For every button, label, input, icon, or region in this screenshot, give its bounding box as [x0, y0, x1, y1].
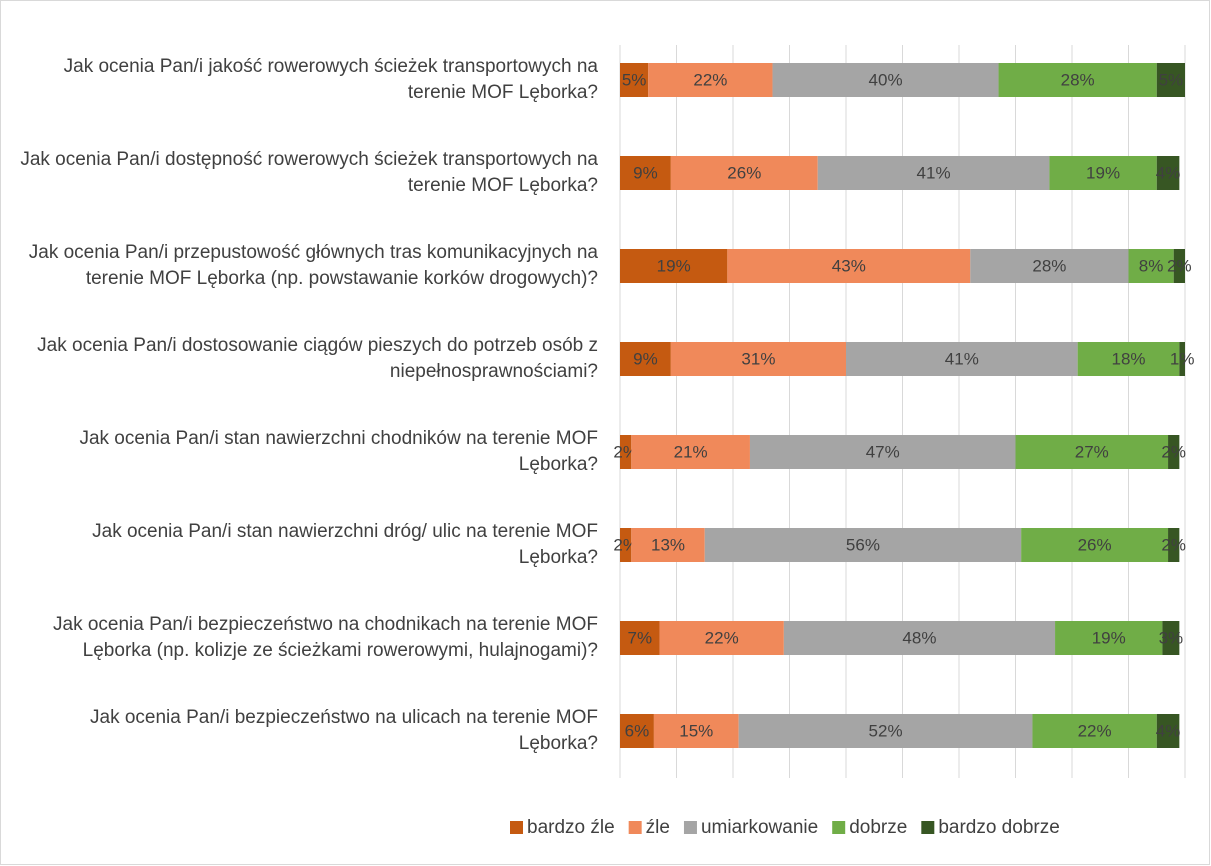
bar-segment: [1168, 528, 1180, 562]
bar-segment: [1015, 435, 1169, 469]
data-label: 15%: [679, 721, 713, 740]
data-label: 5%: [622, 70, 647, 89]
bar-segment: [620, 528, 632, 562]
bar-segment: [659, 621, 784, 655]
data-label: 6%: [625, 721, 650, 740]
bar-segment: [1173, 249, 1185, 283]
data-label: 7%: [627, 628, 652, 647]
bar-segment: [1055, 621, 1163, 655]
bar-segment: [817, 156, 1050, 190]
bar-segment: [670, 342, 846, 376]
bar-segment: [1179, 342, 1185, 376]
data-label: 31%: [741, 349, 775, 368]
data-label: 19%: [1092, 628, 1126, 647]
data-label: 40%: [869, 70, 903, 89]
data-label: 9%: [633, 163, 658, 182]
data-label: 21%: [674, 442, 708, 461]
bar-segment: [1077, 342, 1180, 376]
bar-segment: [620, 63, 649, 97]
bar-segment: [1021, 528, 1169, 562]
legend-swatch: [510, 821, 523, 834]
bar-segment: [620, 156, 671, 190]
bar-segment: [620, 621, 660, 655]
data-label: 28%: [1032, 256, 1066, 275]
category-label: Jak ocenia Pan/i stan nawierzchni chodni…: [79, 428, 598, 475]
legend-label: umiarkowanie: [701, 817, 818, 838]
bar-segment: [1168, 435, 1180, 469]
data-label: 4%: [1156, 163, 1181, 182]
legend-label: dobrze: [849, 817, 907, 838]
bar-segment: [704, 528, 1022, 562]
legend-label: bardzo źle: [527, 817, 615, 838]
data-label: 22%: [693, 70, 727, 89]
bar-segment: [727, 249, 971, 283]
data-label: 19%: [657, 256, 691, 275]
legend-swatch: [628, 821, 642, 834]
category-label: Jak ocenia Pan/i bezpieczeństwo na chodn…: [53, 614, 598, 661]
data-label: 3%: [1159, 628, 1184, 647]
bar-segment: [1032, 714, 1157, 748]
data-label: 47%: [866, 442, 900, 461]
legend-swatch: [683, 821, 697, 834]
bar-segment: [738, 714, 1033, 748]
bar-segment: [620, 435, 632, 469]
data-label: 43%: [832, 256, 866, 275]
data-label: 13%: [651, 535, 685, 554]
bar-segment: [620, 714, 654, 748]
legend-swatch: [832, 821, 846, 834]
bar-segment: [783, 621, 1056, 655]
bar-segment: [648, 63, 773, 97]
data-label: 27%: [1075, 442, 1109, 461]
category-label: Jak ocenia Pan/i przepustowość głównych …: [28, 242, 598, 289]
data-label: 48%: [902, 628, 936, 647]
data-label: 19%: [1086, 163, 1120, 182]
bar-segment: [631, 435, 750, 469]
bar-segment: [1162, 621, 1180, 655]
data-label: 1%: [1170, 349, 1195, 368]
bar-segment: [749, 435, 1016, 469]
data-label: 2%: [1161, 535, 1186, 554]
category-label: Jak ocenia Pan/i dostępność rowerowych ś…: [20, 149, 598, 196]
data-label: 22%: [1078, 721, 1112, 740]
data-label: 56%: [846, 535, 880, 554]
bar-segment: [653, 714, 739, 748]
bar-segment: [998, 63, 1157, 97]
bar-segment: [1049, 156, 1157, 190]
bar-segment: [1156, 156, 1180, 190]
data-label: 2%: [1161, 442, 1186, 461]
data-label: 28%: [1061, 70, 1095, 89]
category-label: Jak ocenia Pan/i jakość rowerowych ścież…: [63, 56, 598, 103]
data-label: 4%: [1156, 721, 1181, 740]
data-label: 5%: [1159, 70, 1184, 89]
data-label: 41%: [917, 163, 951, 182]
data-label: 9%: [633, 349, 658, 368]
bar-segment: [846, 342, 1078, 376]
data-label: 26%: [727, 163, 761, 182]
data-label: 52%: [869, 721, 903, 740]
bar-segment: [631, 528, 705, 562]
data-label: 26%: [1078, 535, 1112, 554]
bar-segment: [772, 63, 999, 97]
bar-segment: [620, 249, 728, 283]
legend-label: bardzo dobrze: [938, 817, 1059, 838]
data-label: 41%: [945, 349, 979, 368]
bar-segment: [670, 156, 818, 190]
bar-segment: [1128, 249, 1174, 283]
category-label: Jak ocenia Pan/i dostosowanie ciągów pie…: [37, 335, 598, 382]
bar-segment: [970, 249, 1129, 283]
category-label: Jak ocenia Pan/i bezpieczeństwo na ulica…: [90, 707, 598, 754]
legend-swatch: [921, 821, 935, 834]
bar-segment: [1156, 63, 1185, 97]
bar-segment: [1156, 714, 1180, 748]
category-label: Jak ocenia Pan/i stan nawierzchni dróg/ …: [92, 521, 598, 568]
data-label: 2%: [1167, 256, 1192, 275]
legend-label: źle: [646, 817, 670, 838]
data-label: 22%: [705, 628, 739, 647]
data-label: 18%: [1111, 349, 1145, 368]
bar-segment: [620, 342, 671, 376]
data-label: 8%: [1139, 256, 1164, 275]
